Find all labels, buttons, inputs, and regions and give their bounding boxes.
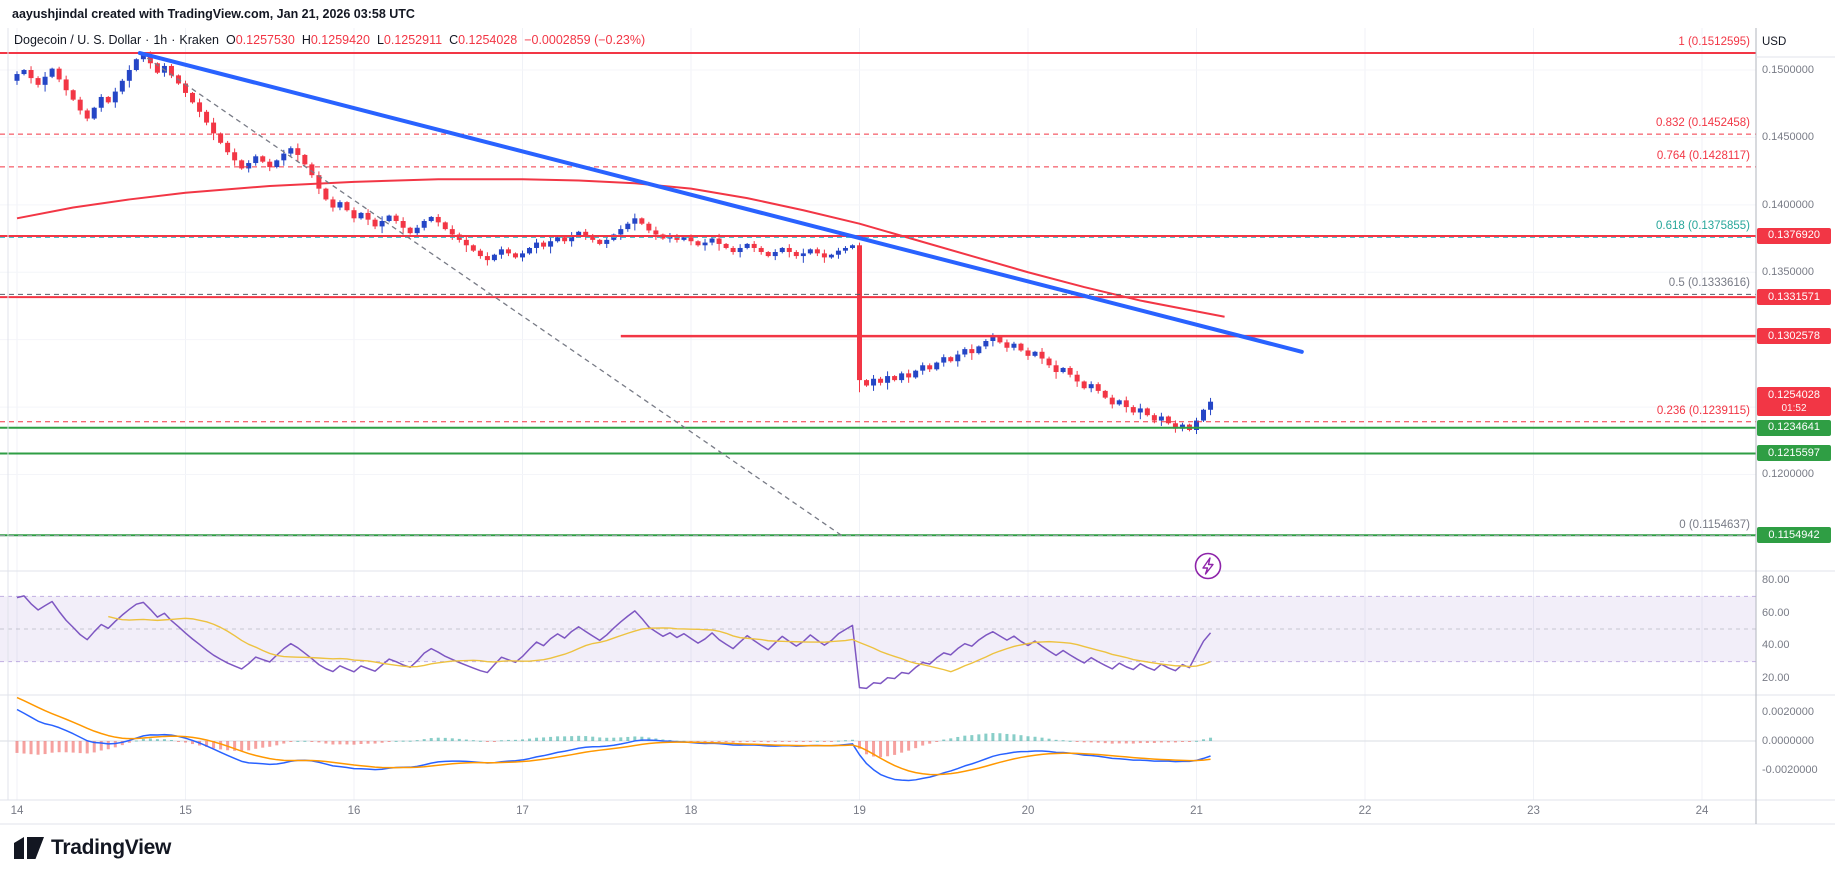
price-tick-label: 0.1450000	[1762, 131, 1814, 144]
price-scale-currency[interactable]: USD	[1762, 36, 1787, 48]
time-axis-label: 23	[1527, 805, 1540, 817]
rsi-tick-label: 80.00	[1762, 574, 1790, 586]
high-label: H	[301, 33, 311, 47]
fib-level-label: 1 (0.1512595)	[1678, 36, 1750, 49]
macd-tick-label: 0.0000000	[1762, 735, 1814, 747]
price-level-box: 0.1215597	[1757, 445, 1831, 462]
interval-label[interactable]: 1h	[153, 33, 168, 47]
tradingview-logo-icon	[14, 837, 44, 859]
rsi-tick-label: 60.00	[1762, 606, 1790, 619]
time-axis-label: 22	[1358, 805, 1372, 817]
legend-separator: ·	[171, 33, 176, 47]
tradingview-logo-text: TradingView	[51, 836, 172, 859]
price-tick-label: 0.1400000	[1762, 198, 1814, 211]
price-level-value: 0.1302578	[1768, 329, 1820, 342]
price-level-value: 0.1154942	[1768, 528, 1820, 541]
price-tick-label: 0.1350000	[1762, 266, 1814, 279]
tradingview-logo[interactable]: TradingView	[14, 836, 171, 860]
price-level-box: 0.1154942	[1757, 527, 1831, 544]
price-level-box: 0.1254028 01:52	[1757, 387, 1831, 417]
price-level-value: 0.1215597	[1768, 446, 1820, 459]
price-tick-label: 0.1500000	[1762, 64, 1814, 76]
chart-legend: Dogecoin / U. S. Dollar · 1h · Kraken O0.1257…	[14, 33, 645, 47]
high-value: 0.1259420	[310, 33, 370, 47]
bar-countdown: 01:52	[1781, 402, 1807, 414]
low-label: L	[376, 33, 384, 47]
price-level-value: 0.1254028	[1768, 388, 1820, 401]
time-axis-label: 16	[347, 805, 361, 817]
attribution-text: aayushjindal created with TradingView.co…	[12, 7, 415, 21]
close-value: 0.1254028	[458, 33, 518, 47]
macd-tick-label: -0.0020000	[1762, 764, 1818, 776]
price-level-value: 0.1331571	[1768, 290, 1820, 303]
price-level-box: 0.1331571	[1757, 289, 1831, 306]
time-axis-label: 20	[1021, 805, 1035, 817]
fib-level-label: 0.764 (0.1428117)	[1656, 149, 1750, 162]
legend-separator: ·	[145, 33, 150, 47]
price-level-box: 0.1376920	[1757, 227, 1831, 244]
time-axis-label: 18	[684, 805, 698, 817]
low-value: 0.1252911	[383, 33, 443, 47]
price-tick-label: 0.1200000	[1762, 468, 1814, 481]
macd-tick-label: 0.0020000	[1762, 706, 1814, 718]
symbol-name[interactable]: Dogecoin / U. S. Dollar	[14, 33, 142, 47]
time-axis-label: 24	[1695, 805, 1709, 817]
rsi-tick-label: 20.00	[1762, 671, 1790, 684]
fib-level-label: 0.618 (0.1375855)	[1656, 220, 1750, 233]
time-axis-label: 19	[853, 805, 866, 817]
price-level-value: 0.1376920	[1768, 229, 1820, 242]
time-axis-label: 14	[10, 805, 24, 817]
fib-level-label: 0.236 (0.1239115)	[1656, 404, 1750, 417]
open-label: O	[226, 33, 236, 47]
rsi-tick-label: 40.00	[1762, 639, 1790, 652]
exchange-label[interactable]: Kraken	[179, 33, 219, 47]
price-level-box: 0.1302578	[1757, 328, 1831, 345]
fib-level-label: 0.5 (0.1333616)	[1668, 277, 1750, 290]
time-axis-label: 21	[1190, 805, 1203, 817]
time-axis-label: 15	[179, 805, 192, 817]
open-value: 0.1257530	[235, 33, 295, 47]
time-axis-label: 17	[516, 805, 529, 817]
change-value: −0.0002859 (−0.23%)	[524, 33, 646, 47]
price-level-box: 0.1234641	[1757, 419, 1831, 436]
price-level-value: 0.1234641	[1768, 421, 1820, 434]
fib-level-label: 0.832 (0.1452458)	[1656, 117, 1750, 130]
close-label: C	[449, 33, 459, 47]
fib-level-label: 0 (0.1154637)	[1679, 518, 1750, 531]
boost-lightning-icon[interactable]	[1194, 552, 1222, 580]
